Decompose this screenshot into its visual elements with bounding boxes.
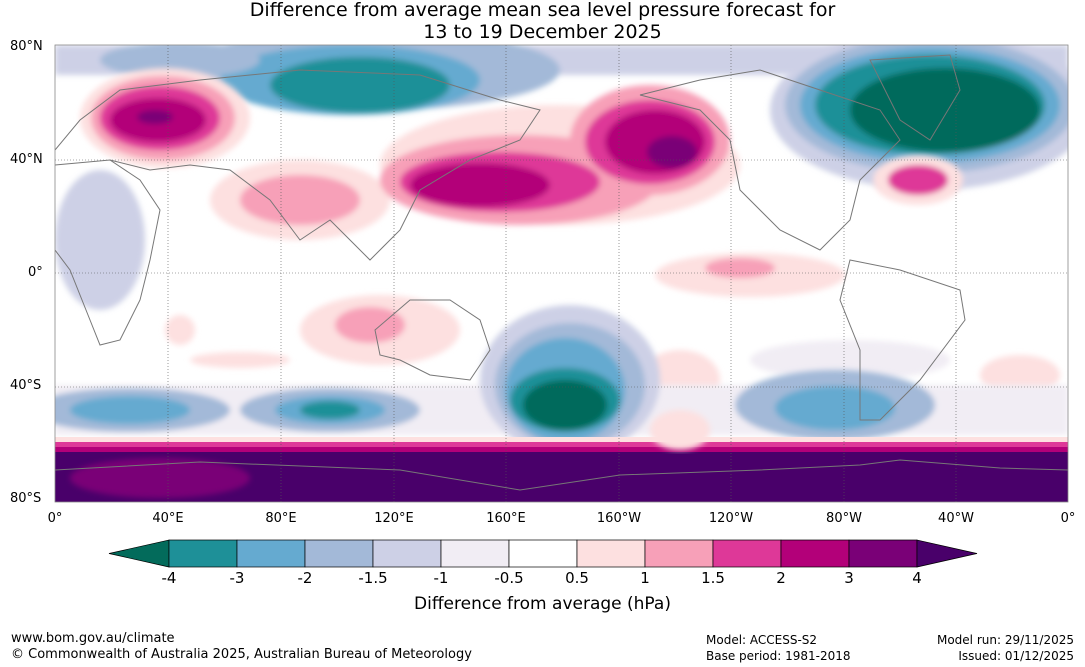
- map-gridlines: [55, 45, 1068, 502]
- colorbar-tick-label: -1: [433, 569, 449, 587]
- colorbar-swatch: [372, 539, 442, 568]
- footer-copyright: © Commonwealth of Australia 2025, Austra…: [11, 647, 472, 662]
- colorbar-swatch: [304, 539, 374, 568]
- colorbar-swatch: [780, 539, 850, 568]
- colorbar-label: Difference from average (hPa): [414, 594, 671, 614]
- siberia-positive-anomaly: [80, 68, 250, 168]
- colorbar-swatch: [848, 539, 918, 568]
- n-atlantic-positive-anomaly: [873, 155, 963, 205]
- colorbar-swatches: [108, 539, 978, 568]
- lon-label-160e: 160°E: [486, 511, 526, 526]
- lon-label-80e: 80°E: [265, 511, 297, 526]
- colorbar-tick-label: -0.5: [494, 569, 524, 587]
- map-frame: [54, 44, 1069, 503]
- n-atlantic-negative-anomaly: [770, 45, 1068, 190]
- colorbar-swatch: [644, 539, 714, 568]
- colorbar-swatch: [168, 539, 238, 568]
- lon-label-40w: 40°W: [938, 511, 974, 526]
- lon-label-160w: 160°W: [596, 511, 642, 526]
- colorbar-tick-label: -2: [297, 569, 313, 587]
- lat-label-80n: 80°N: [10, 39, 43, 54]
- coastlines: [55, 54, 1068, 491]
- lon-label-120e: 120°E: [374, 511, 414, 526]
- colorbar-tick-label: -4: [161, 569, 177, 587]
- footer-model-run: Model run: 29/11/2025: [936, 633, 1074, 647]
- lat-label-80s: 80°S: [10, 491, 42, 506]
- colorbar-swatch: [576, 539, 646, 568]
- map-plot-area: [55, 45, 1068, 502]
- lon-label-40e: 40°E: [152, 511, 184, 526]
- colorbar-tick-label: 3: [844, 569, 854, 587]
- colorbar-tick-label: -3: [229, 569, 245, 587]
- lon-label-0-right: 0°: [1060, 511, 1076, 526]
- colorbar-tick-label: 2: [776, 569, 786, 587]
- footer-issued: Issued: 01/12/2025: [958, 649, 1074, 663]
- colorbar-tick-label: -1.5: [358, 569, 388, 587]
- map-title-line1: Difference from average mean sea level p…: [249, 0, 836, 21]
- map-title-line2: 13 to 19 December 2025: [423, 21, 662, 43]
- colorbar-tick-label: 0.5: [565, 569, 589, 587]
- lat-label-40s: 40°S: [10, 378, 42, 393]
- colorbar-extend-high: [916, 539, 978, 568]
- lat-label-40n: 40°N: [10, 152, 43, 167]
- lon-label-80w: 80°W: [826, 511, 862, 526]
- lon-label-0-left: 0°: [47, 511, 63, 526]
- tropical-anomalies: [55, 170, 1060, 410]
- footer-website: www.bom.gov.au/climate: [11, 631, 175, 646]
- colorbar-tick-label: 1.5: [701, 569, 725, 587]
- lon-label-120w: 120°W: [708, 511, 754, 526]
- colorbar-extend-low: [108, 539, 170, 568]
- footer-base-period: Base period: 1981-2018: [706, 649, 851, 663]
- colorbar-swatch: [508, 539, 578, 568]
- colorbar-swatch: [712, 539, 782, 568]
- footer-model: Model: ACCESS-S2: [706, 633, 818, 647]
- colorbar-tick-label: 4: [912, 569, 922, 587]
- s-pacific-negative-anomaly: [480, 305, 660, 455]
- colorbar-swatch: [440, 539, 510, 568]
- n-pacific-positive-anomaly: [210, 85, 740, 240]
- lat-label-equator: 0°: [28, 265, 43, 280]
- colorbar-swatch: [236, 539, 306, 568]
- colorbar-tick-label: 1: [640, 569, 650, 587]
